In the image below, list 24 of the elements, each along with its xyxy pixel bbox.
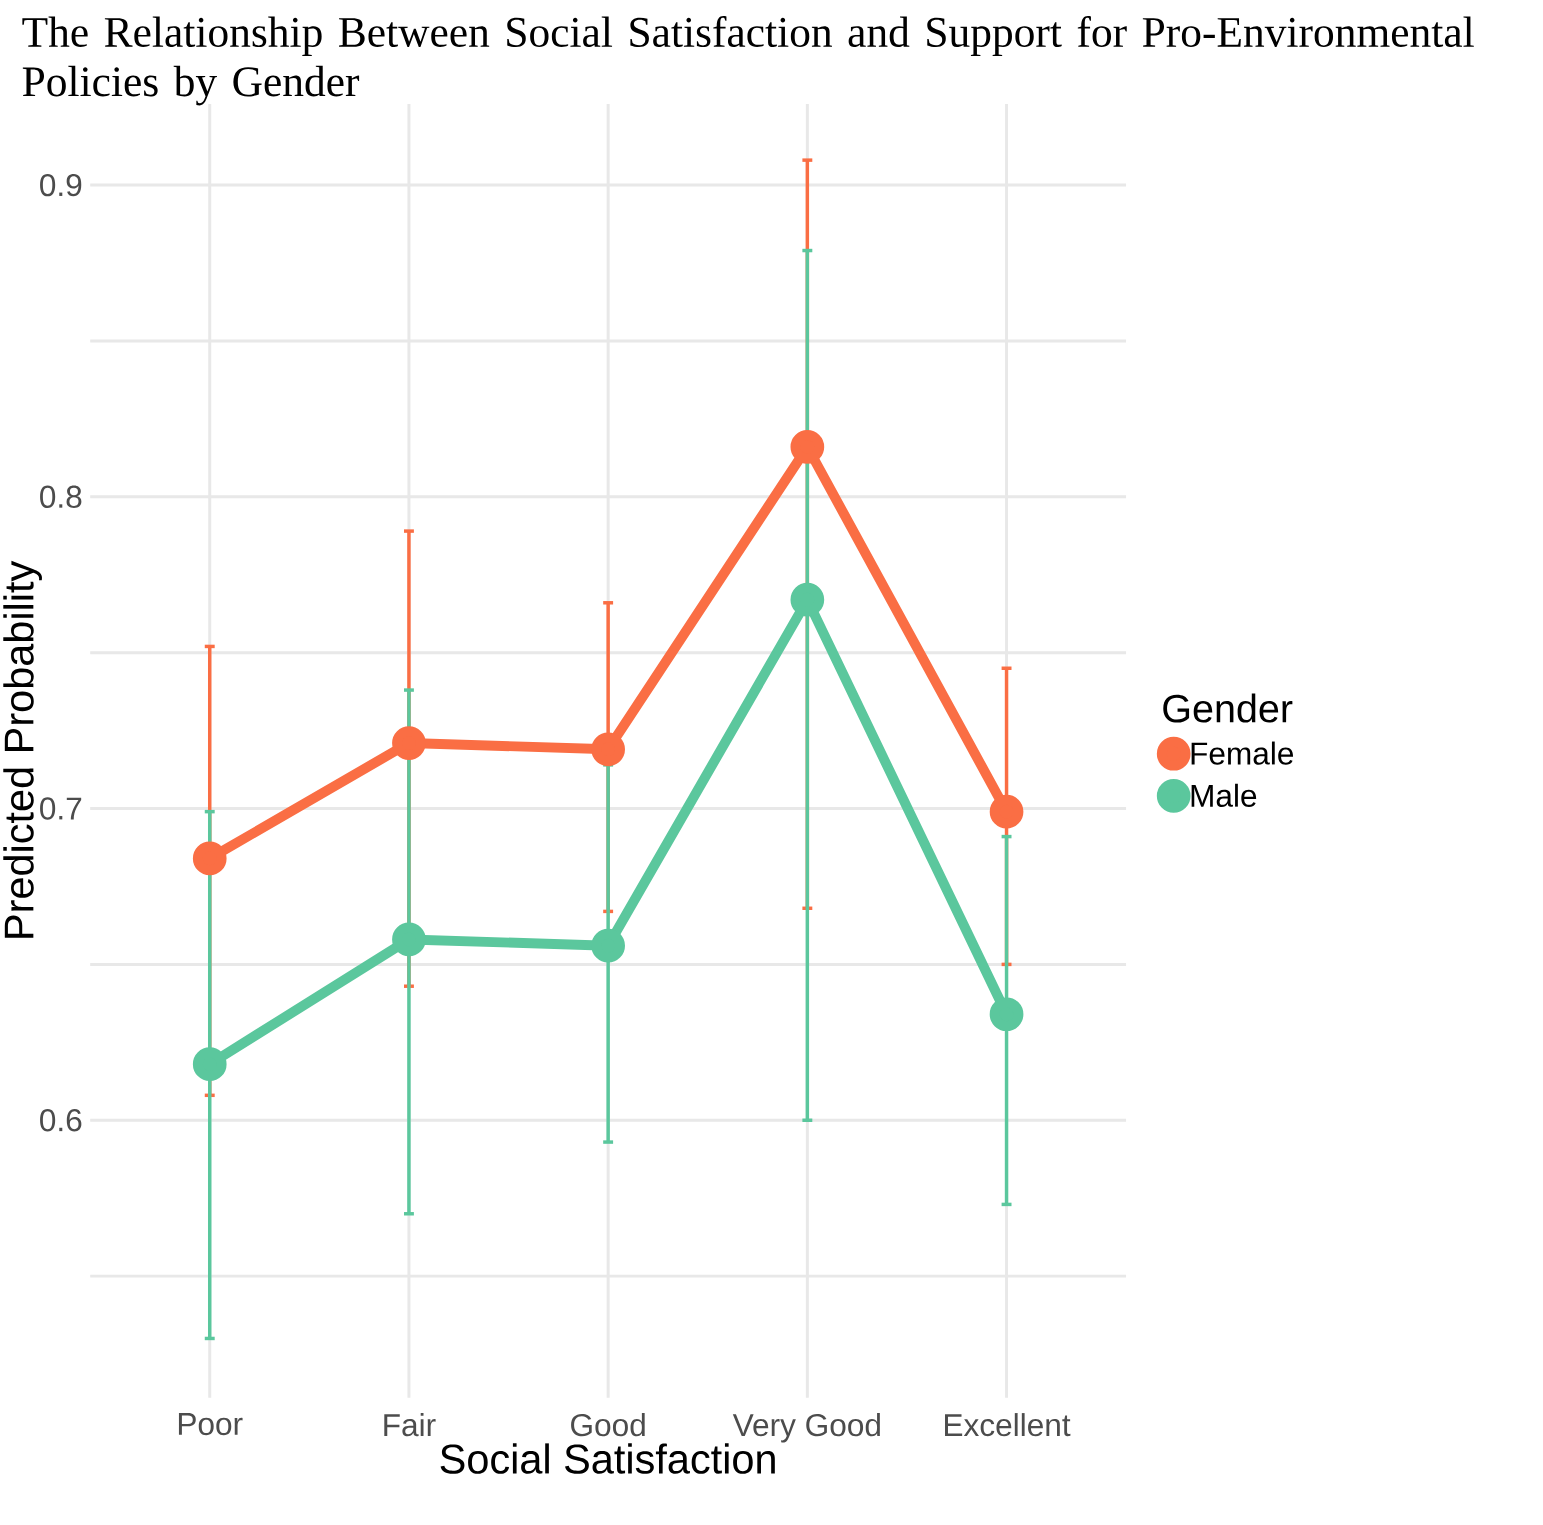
y-tick-label: 0.6 <box>40 1109 82 1132</box>
chart-title: The Relationship Between Social Satisfaction and Support for Pro-Environmental Policies by Gender <box>22 16 1474 106</box>
legend-label: Female <box>1191 741 1294 765</box>
point <box>591 929 625 963</box>
point <box>392 726 426 761</box>
x-axis-title: Social Satisfaction <box>440 1443 775 1475</box>
point <box>989 794 1024 829</box>
y-tick-label: 0.7 <box>40 797 82 820</box>
x-tick-label: Poor <box>178 1413 243 1436</box>
point <box>989 997 1024 1032</box>
x-tick-label: Good <box>571 1413 645 1437</box>
x-tick-label: Fair <box>384 1413 436 1437</box>
x-tick-label: Excellent <box>945 1413 1071 1437</box>
x-tick-label: Very Good <box>732 1413 880 1443</box>
point <box>790 583 825 617</box>
y-tick-label: 0.9 <box>40 174 82 197</box>
legend-label: Male <box>1191 783 1257 808</box>
point <box>192 841 227 876</box>
legend-title: Gender <box>1163 693 1293 723</box>
point <box>790 430 825 464</box>
point <box>392 922 426 957</box>
point <box>591 732 625 767</box>
point <box>192 1047 227 1082</box>
y-tick-label: 0.8 <box>40 485 82 509</box>
